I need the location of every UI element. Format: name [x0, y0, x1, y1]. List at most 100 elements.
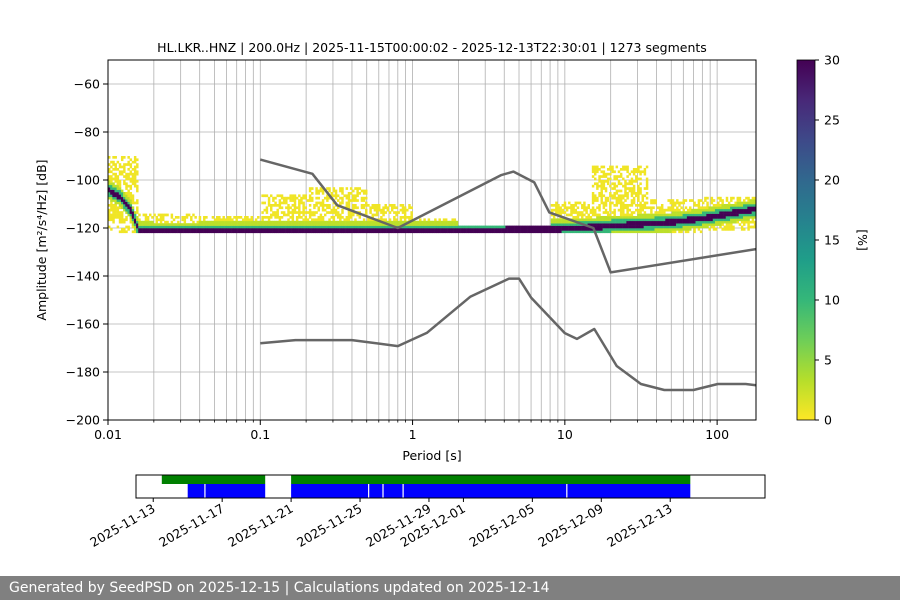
heatmap-cell	[594, 208, 597, 212]
heatmap-cell	[190, 216, 193, 219]
heatmap-cell	[606, 220, 610, 224]
heatmap-cell	[365, 208, 368, 212]
heatmap-cell	[667, 220, 670, 224]
heatmap-cell	[581, 218, 584, 222]
heatmap-cell	[689, 228, 692, 231]
heatmap-cell	[550, 225, 554, 229]
heatmap-cell	[110, 182, 113, 186]
heatmap-cell	[136, 158, 139, 162]
heatmap-cell	[730, 223, 733, 226]
heatmap-cell	[684, 225, 688, 229]
heatmap-cell	[632, 216, 636, 219]
heatmap-cell	[347, 206, 351, 210]
heatmap-cell	[265, 216, 269, 219]
heatmap-cell	[503, 230, 506, 234]
heatmap-cell	[384, 230, 387, 234]
heatmap-cell	[665, 225, 668, 229]
heatmap-cell	[745, 211, 748, 214]
heatmap-cell	[723, 228, 727, 231]
heatmap-cell	[231, 223, 234, 226]
heatmap-cell	[468, 225, 472, 229]
heatmap-cell	[349, 225, 353, 229]
heatmap-cell	[680, 220, 683, 224]
heatmap-cell	[732, 220, 735, 224]
heatmap-cell	[358, 230, 362, 234]
heatmap-cell	[328, 189, 331, 193]
heatmap-cell	[120, 213, 124, 217]
heatmap-cell	[183, 216, 187, 219]
heatmap-cell	[334, 194, 338, 198]
heatmap-cell	[384, 225, 387, 229]
heatmap-cell	[326, 196, 329, 200]
heatmap-cell	[725, 220, 729, 224]
heatmap-cell	[304, 218, 308, 222]
heatmap-cell	[447, 228, 450, 231]
heatmap-cell	[447, 223, 450, 226]
heatmap-cell	[311, 228, 314, 231]
heatmap-cell	[306, 228, 310, 231]
heatmap-cell	[565, 213, 569, 217]
heatmap-cell	[451, 218, 454, 222]
heatmap-cell	[632, 180, 636, 183]
heatmap-cell	[224, 228, 228, 231]
heatmap-cell	[274, 225, 277, 229]
heatmap-cell	[503, 228, 506, 231]
heatmap-cell	[274, 230, 277, 234]
heatmap-cell	[319, 218, 323, 222]
heatmap-cell	[276, 211, 279, 214]
heatmap-cell	[371, 230, 374, 234]
heatmap-cell	[686, 230, 690, 234]
heatmap-cell	[170, 225, 174, 229]
heatmap-cell	[246, 218, 249, 222]
heatmap-cell	[559, 225, 562, 229]
heatmap-cell	[736, 196, 740, 200]
heatmap-cell	[743, 204, 746, 207]
heatmap-cell	[116, 194, 120, 198]
heatmap-cell	[576, 225, 580, 229]
heatmap-cell	[507, 230, 511, 234]
heatmap-cell	[291, 204, 295, 207]
heatmap-cell	[697, 206, 701, 210]
heatmap-cell	[624, 230, 627, 234]
heatmap-cell	[613, 218, 616, 222]
heatmap-cell	[434, 228, 437, 231]
heatmap-cell	[218, 218, 221, 222]
heatmap-cell	[596, 187, 599, 190]
heatmap-cell	[486, 225, 489, 229]
heatmap-cell	[263, 223, 266, 226]
heatmap-cell	[600, 196, 603, 200]
heatmap-cell	[263, 216, 266, 219]
heatmap-cell	[293, 230, 297, 234]
heatmap-cell	[604, 196, 608, 200]
heatmap-cell	[270, 213, 273, 217]
heatmap-cell	[732, 204, 735, 207]
heatmap-cell	[304, 216, 308, 219]
heatmap-cell	[131, 160, 135, 164]
heatmap-cell	[108, 192, 111, 195]
heatmap-cell	[488, 225, 491, 229]
heatmap-cell	[704, 206, 707, 210]
heatmap-cell	[328, 196, 331, 200]
heatmap-cell	[730, 225, 733, 229]
heatmap-cell	[187, 228, 191, 231]
heatmap-cell	[609, 165, 612, 169]
heatmap-cell	[710, 225, 714, 229]
heatmap-cell	[304, 225, 308, 229]
heatmap-cell	[324, 220, 327, 224]
heatmap-cell	[334, 196, 338, 200]
heatmap-cell	[600, 199, 603, 202]
heatmap-cell	[639, 223, 642, 226]
heatmap-cell	[663, 218, 666, 222]
heatmap-cell	[635, 230, 638, 234]
heatmap-cell	[455, 223, 459, 226]
heatmap-cell	[393, 216, 396, 219]
heatmap-cell	[606, 218, 610, 222]
heatmap-cell	[535, 228, 539, 231]
heatmap-cell	[131, 172, 135, 176]
heatmap-cell	[643, 194, 647, 198]
heatmap-cell	[166, 223, 169, 226]
heatmap-cell	[613, 187, 616, 190]
heatmap-cell	[317, 201, 320, 205]
heatmap-cell	[118, 199, 122, 202]
heatmap-cell	[149, 223, 152, 226]
